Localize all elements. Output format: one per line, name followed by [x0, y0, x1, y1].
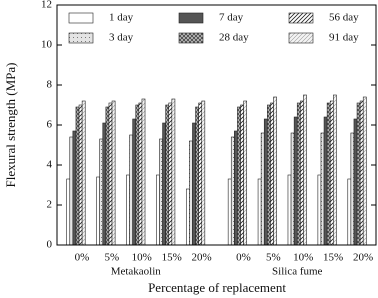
x-tick-label: 15%	[162, 252, 182, 264]
bar	[72, 130, 77, 246]
x-tick-label: 10%	[132, 252, 152, 264]
x-tick-label: 5%	[266, 252, 281, 264]
legend-swatch	[288, 12, 314, 24]
bar	[162, 122, 166, 246]
legend-swatch	[68, 32, 94, 44]
legend-label: 91 day	[329, 32, 359, 44]
plot-frame	[56, 4, 377, 246]
bar	[159, 138, 163, 246]
bar	[96, 176, 100, 246]
bar	[135, 104, 140, 246]
bar	[323, 116, 328, 246]
bar	[317, 174, 322, 246]
group-label: Metakaolin	[111, 266, 162, 278]
bar	[171, 98, 176, 246]
bar	[320, 132, 325, 246]
legend-label: 7 day	[219, 12, 244, 24]
bar	[189, 140, 193, 246]
y-tick-label: 10	[41, 39, 53, 51]
bar	[243, 100, 248, 246]
legend-swatch	[178, 12, 204, 24]
bar	[126, 174, 130, 246]
bar	[273, 96, 277, 246]
bar	[185, 188, 190, 246]
bar	[69, 136, 74, 246]
bar	[195, 106, 199, 246]
legend-swatch	[288, 32, 314, 44]
y-tick-label: 0	[47, 239, 53, 251]
group-label: Silica fume	[272, 266, 323, 278]
bar	[329, 100, 334, 246]
bar	[257, 178, 262, 246]
bar	[267, 104, 271, 246]
bar	[227, 178, 232, 246]
bar	[198, 102, 203, 246]
legend-label: 28 day	[219, 32, 249, 44]
bar	[165, 104, 170, 246]
y-tick-label: 12	[41, 0, 52, 11]
bar	[237, 106, 241, 246]
bar	[111, 100, 116, 246]
bar	[66, 178, 71, 246]
bar	[300, 100, 304, 246]
x-axis-title: Percentage of replacement	[148, 280, 286, 295]
y-axis-title: Flexural strength (MPa)	[3, 63, 18, 188]
bar	[326, 102, 331, 246]
x-tick-label: 20%	[353, 252, 373, 264]
bar	[78, 104, 83, 246]
x-tick-label: 5%	[105, 252, 120, 264]
bar	[290, 132, 295, 246]
bar	[138, 102, 143, 246]
bar	[356, 102, 361, 246]
bar	[168, 102, 173, 246]
x-tick-label: 0%	[236, 252, 251, 264]
y-tick-label: 8	[47, 79, 53, 91]
bar	[75, 106, 80, 246]
bar	[359, 100, 364, 246]
bar	[156, 174, 160, 246]
bar	[230, 136, 235, 246]
bar	[353, 118, 358, 246]
legend-swatch	[178, 32, 204, 44]
y-tick-label: 2	[47, 199, 53, 211]
x-tick-label: 15%	[323, 252, 343, 264]
bar	[347, 178, 352, 246]
bar	[99, 138, 104, 246]
x-tick-label: 20%	[191, 252, 211, 264]
x-tick-label: 0%	[75, 252, 90, 264]
bar	[287, 174, 292, 246]
y-tick-label: 6	[47, 119, 53, 131]
legend-label: 56 day	[329, 12, 359, 24]
legend-label: 1 day	[109, 12, 134, 24]
bar	[234, 130, 238, 246]
bar	[296, 102, 301, 246]
bar	[350, 132, 355, 246]
bar	[132, 118, 137, 246]
bar	[102, 122, 107, 246]
legend-swatch	[68, 12, 94, 24]
bar	[303, 94, 307, 246]
bar	[201, 100, 206, 246]
bar	[192, 122, 196, 246]
bar	[105, 106, 110, 246]
bar	[81, 100, 86, 246]
bar	[333, 94, 337, 246]
bar	[260, 132, 265, 246]
y-tick-label: 4	[47, 159, 53, 171]
bar	[293, 116, 298, 246]
bar	[141, 98, 146, 246]
x-tick-label: 10%	[293, 252, 313, 264]
bar	[240, 104, 244, 246]
bar	[129, 134, 133, 246]
legend-label: 3 day	[109, 32, 134, 44]
bar	[270, 102, 274, 246]
bar	[108, 102, 113, 246]
bar	[362, 96, 367, 246]
bar	[263, 118, 268, 246]
